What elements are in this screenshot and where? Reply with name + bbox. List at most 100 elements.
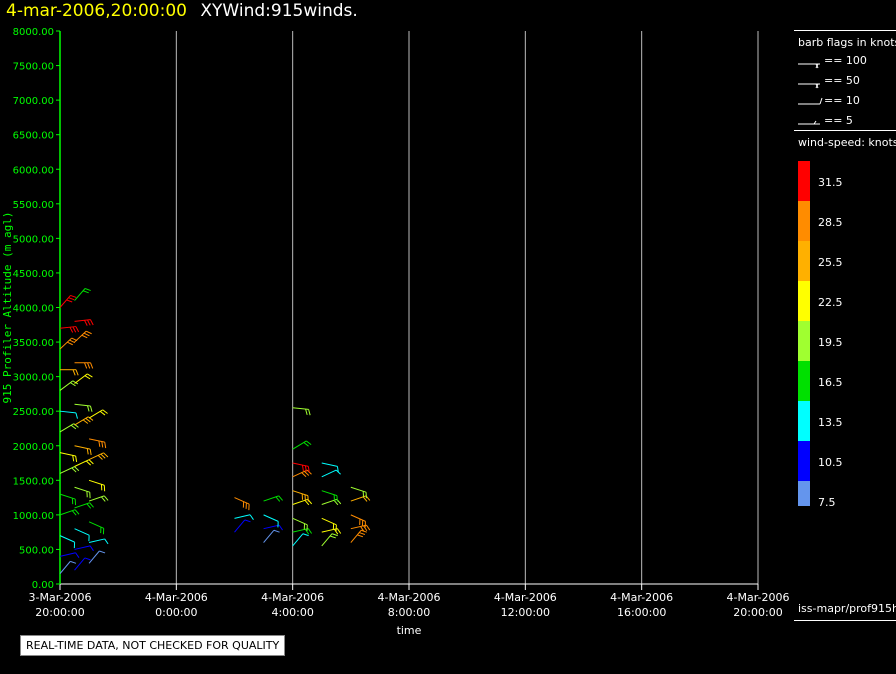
wind-barb [59,509,76,516]
wind-barb-flag [75,552,80,558]
wind-profile-plot: 3-Mar-2006 20:00:00 4-Mar-2006 0:00:00 4-Mar… [1,27,790,637]
wind-barb [59,535,75,543]
barb-100-label: == 100 [824,54,867,67]
wind-barb [59,295,71,308]
wind-barb-flag [84,288,91,292]
x-tick-label-date: 4-Mar-2006 [727,591,790,604]
x-tick-label-date: 4-Mar-2006 [145,591,208,604]
wind-barb-flag [357,534,364,538]
wind-barb-flag [103,452,109,458]
barb-legend-title: barb flags in knots [798,36,896,49]
y-tick-label: 6500.00 [13,131,54,142]
qc-notice: REAL-TIME DATA, NOT CHECKED FOR QUALITY [20,635,286,656]
wind-barb-flag [86,448,89,455]
wind-barb [292,407,309,410]
wind-barb-flag [275,496,281,502]
wind-barb-flag [301,465,304,472]
barb-10-label: == 10 [824,94,860,107]
wind-barb-flag [70,294,77,298]
wind-barb-flag [329,535,336,539]
speed-legend-title: wind-speed: knots [798,136,896,149]
y-tick-label: 3000.00 [13,373,54,384]
wind-barb [74,445,91,450]
x-tick-label-date: 4-Mar-2006 [494,591,557,604]
wind-barb [321,490,338,497]
legend-divider-bottom [794,620,896,621]
wind-barb-flag [363,525,368,532]
wind-barb-flag [89,405,93,412]
wind-barb [59,493,76,500]
wind-barb-flag [84,362,88,369]
wind-barb-flag [334,528,339,535]
y-tick-label: 1500.00 [13,476,54,487]
speed-bin-label: 25.5 [818,256,843,269]
wind-barb-flag [72,326,77,333]
wind-barb-flag [304,471,310,476]
speed-color-swatch [798,401,810,441]
y-tick-label: 8000.00 [13,27,54,38]
wind-barb [74,545,91,550]
wind-barb-flag [102,409,108,414]
wind-barb [59,561,71,574]
barb-flag-icon [815,63,819,69]
wind-barb-flag [90,319,94,326]
wind-barb-flag [86,503,92,509]
wind-barb [74,528,90,536]
wind-barb [292,517,308,526]
wind-barb [74,288,86,301]
y-tick-label: 500.00 [19,545,54,556]
wind-barb-flag [307,528,313,534]
x-tick-label-time: 20:00:00 [35,606,84,619]
wind-barb [350,486,367,493]
wind-barb-flag [74,466,80,472]
y-tick-label: 7500.00 [13,62,54,73]
wind-barb-flag [75,326,80,333]
wind-barb [59,452,76,457]
wind-barb-flag [88,459,94,465]
legend-graphics: 31.528.525.522.519.516.513.510.57.54.51.… [798,63,843,506]
x-tick-label-date: 3-Mar-2006 [29,591,92,604]
speed-color-swatch [798,481,810,506]
x-tick-label-date: 4-Mar-2006 [378,591,441,604]
wind-barb [321,517,337,526]
wind-barb-flag [273,529,280,533]
wind-barb-flag [87,416,94,421]
wind-barb [263,529,275,543]
wind-barb [88,438,105,443]
wind-barb [74,557,86,571]
wind-barb-flag [82,290,89,294]
speed-bin-label: 22.5 [818,296,843,309]
wind-barb [59,423,74,433]
wind-barb [263,495,279,502]
wind-barb-flag [70,382,76,387]
wind-barb-flag [84,320,88,326]
wind-barb-flag [85,417,91,423]
wind-barb-flag [69,326,74,333]
x-tick-label-time: 4:00:00 [271,606,313,619]
wind-barb [350,514,366,522]
barb-flag-icon [819,97,823,105]
wind-barb-flag [362,496,368,502]
y-axis-label: 915 Profiler Altitude (m agl) [1,211,14,403]
speed-bin-label: 10.5 [818,456,843,469]
wind-barb-flag [104,442,107,449]
wind-barb [263,524,280,530]
y-tick-label: 5000.00 [13,234,54,245]
wind-barb [59,380,74,391]
wind-barb-flag [72,455,75,462]
wind-barb [234,519,246,533]
wind-barb [321,462,338,467]
wind-barb [292,490,309,497]
wind-barb-flag [87,373,93,378]
speed-color-swatch [798,281,810,321]
wind-barb-flag [304,528,310,535]
wind-barb-flag [336,528,342,534]
wind-barb-flag [67,341,73,346]
wind-barb-flag [366,524,371,531]
wind-barb-flag [89,448,92,456]
barb-5-label: == 5 [824,114,853,127]
speed-color-swatch [798,321,810,361]
speed-bin-label: 28.5 [818,216,843,229]
wind-barb [59,466,75,474]
wind-barb [292,440,307,450]
